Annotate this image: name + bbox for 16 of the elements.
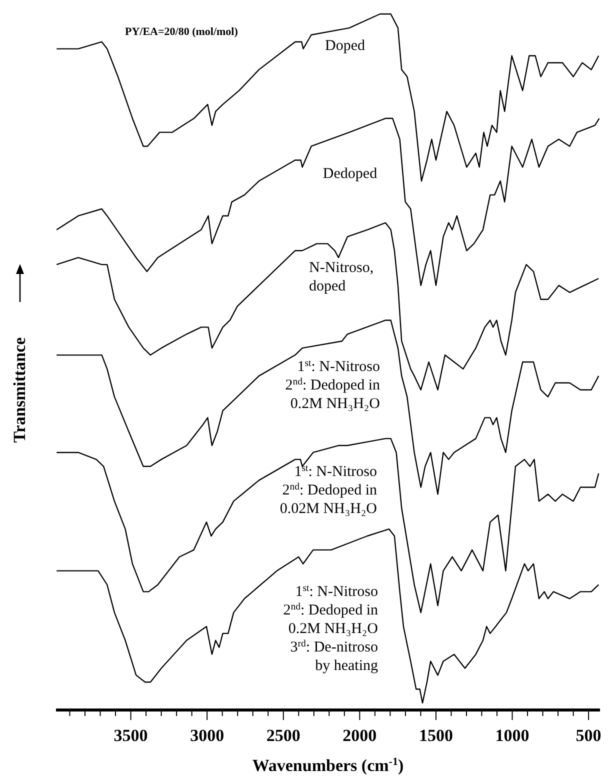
text: 1$^{st}$: N-Nitroso 2$^{nd}$: Dedoped in 0.02M NH₃H₂O [280, 462, 377, 517]
x-tick-label: 500 [576, 726, 602, 745]
series-label: Doped [325, 38, 366, 54]
text: 1$^{st}$: N-Nitroso 2$^{nd}$: Dedoped in 0.2M NH₃H₂O [285, 358, 380, 412]
x-tick-label: 2000 [342, 726, 377, 745]
y-axis-title: Transmittance [10, 336, 29, 443]
x-tick-label: 2500 [266, 726, 300, 745]
x-tick-label: 1500 [418, 726, 453, 745]
text: 1$^{st}$: N-Nitroso 2$^{nd}$: Dedoped in 0.2M NH₃H₂O 3$^{rd}$: De-nitroso by heating [283, 582, 378, 674]
text: PY/EA=20/80 (mol/mol) [125, 26, 238, 38]
x-tick-label: 1000 [495, 726, 530, 745]
x-tick-label: 3500 [114, 726, 148, 745]
series-label: N-Nitroso, doped [309, 260, 374, 294]
x-axis-title: Wavenumbers (cm$^{-1}$) [252, 756, 404, 775]
series-label: Dedoped [322, 166, 378, 182]
x-tick-label: 3000 [190, 726, 224, 745]
